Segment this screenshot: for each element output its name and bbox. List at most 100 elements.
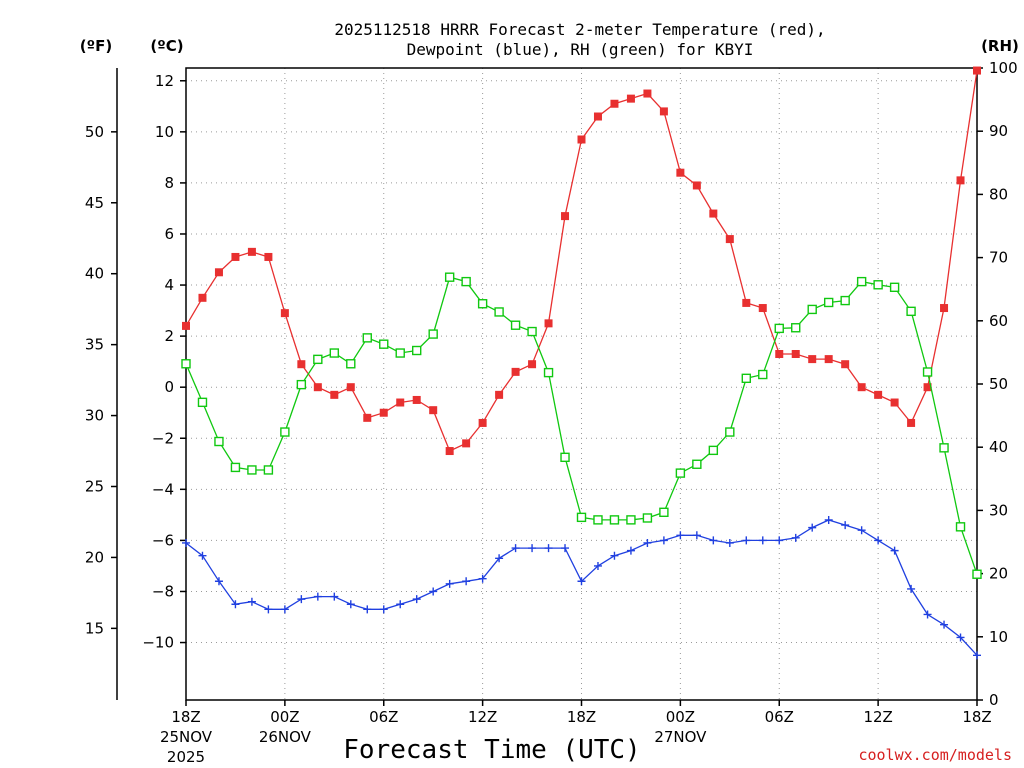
celsius-axis-ticks: 12 10 8 6 4 2 0 −2 −4 −6 −8 −10 bbox=[142, 72, 186, 652]
dewpoint-point bbox=[841, 521, 850, 530]
rh-point bbox=[247, 465, 257, 475]
time-tick-date: 27NOV bbox=[654, 728, 707, 746]
fahrenheit-tick-label: 50 bbox=[85, 123, 104, 141]
rh-point bbox=[329, 348, 340, 358]
dewpoint-point bbox=[231, 600, 240, 609]
rh-tick-label: 20 bbox=[989, 565, 1008, 583]
rh-tick-label: 50 bbox=[989, 375, 1008, 393]
dewpoint-point bbox=[857, 526, 866, 535]
2-meter-temperature-point bbox=[346, 383, 355, 392]
rh-point bbox=[494, 307, 504, 317]
time-tick-label: 00Z bbox=[666, 708, 695, 726]
2-meter-temperature-point bbox=[561, 212, 570, 221]
dewpoint-point bbox=[247, 597, 256, 606]
rh-point bbox=[939, 443, 949, 453]
rh-point bbox=[346, 359, 356, 369]
2-meter-temperature-point bbox=[231, 252, 240, 261]
fahrenheit-tick-label: 35 bbox=[85, 336, 104, 354]
rh-point bbox=[840, 295, 850, 306]
fahrenheit-axis-ticks: 50 45 40 35 30 25 20 15 bbox=[85, 123, 117, 637]
rh-point bbox=[741, 373, 751, 384]
rh-point bbox=[296, 379, 307, 390]
dewpoint-point bbox=[626, 546, 635, 555]
rh-point bbox=[477, 299, 488, 309]
celsius-tick-label: −2 bbox=[152, 429, 174, 447]
2-meter-temperature-point bbox=[659, 107, 668, 116]
fahrenheit-tick-label: 20 bbox=[85, 548, 104, 566]
2-meter-temperature-point bbox=[907, 418, 916, 427]
rh-tick-label: 80 bbox=[989, 185, 1008, 203]
time-tick-label: 18Z bbox=[171, 708, 200, 726]
rh-point bbox=[873, 280, 883, 290]
time-tick-label: 12Z bbox=[468, 708, 497, 726]
2-meter-temperature-point bbox=[626, 94, 635, 103]
dewpoint-point bbox=[956, 633, 965, 642]
2-meter-temperature-point bbox=[445, 447, 454, 456]
rh-tick-label: 10 bbox=[989, 628, 1008, 646]
dewpoint-point bbox=[940, 620, 949, 629]
2-meter-temperature-point bbox=[725, 235, 734, 244]
2-meter-temperature-point bbox=[758, 304, 767, 313]
2-meter-temperature-series bbox=[182, 66, 981, 456]
rh-point bbox=[889, 282, 900, 293]
dewpoint-point bbox=[874, 536, 883, 545]
dewpoint-point bbox=[198, 551, 207, 560]
rh-point bbox=[758, 369, 768, 380]
2-meter-temperature-point bbox=[462, 439, 471, 448]
time-tick-label: 00Z bbox=[270, 708, 299, 726]
rh-point bbox=[428, 329, 438, 339]
dewpoint-point bbox=[429, 587, 438, 596]
rh-point bbox=[593, 515, 603, 525]
dewpoint-point bbox=[890, 546, 899, 555]
rh-point bbox=[576, 512, 587, 523]
dewpoint-point bbox=[214, 577, 223, 586]
fahrenheit-unit-label: (ºF) bbox=[80, 37, 112, 55]
rh-point bbox=[708, 445, 719, 456]
dewpoint-point bbox=[528, 544, 537, 553]
2-meter-temperature-point bbox=[874, 390, 883, 399]
celsius-tick-label: −4 bbox=[152, 480, 174, 498]
celsius-tick-label: 4 bbox=[164, 276, 174, 294]
2-meter-temperature-point bbox=[429, 406, 438, 415]
dewpoint-point bbox=[742, 536, 751, 545]
2-meter-temperature-point bbox=[412, 395, 421, 404]
dewpoint-point bbox=[659, 536, 668, 545]
dewpoint-point bbox=[775, 536, 784, 545]
dewpoint-point bbox=[758, 536, 767, 545]
2-meter-temperature-point bbox=[363, 413, 372, 422]
time-tick-date: 26NOV bbox=[259, 728, 312, 746]
celsius-tick-label: 10 bbox=[155, 123, 174, 141]
time-tick-label: 18Z bbox=[962, 708, 991, 726]
dewpoint-point bbox=[791, 533, 800, 542]
dewpoint-point bbox=[264, 605, 273, 614]
2-meter-temperature-point bbox=[396, 398, 405, 407]
celsius-tick-label: −10 bbox=[142, 634, 174, 652]
rh-series bbox=[181, 272, 982, 579]
fahrenheit-tick-label: 45 bbox=[85, 194, 104, 212]
rh-point bbox=[412, 345, 422, 356]
rh-point bbox=[774, 323, 784, 334]
rh-point bbox=[906, 306, 916, 317]
time-axis-ticks: 18Z 25NOV 2025 00Z 26NOV 06Z 12Z 18Z 00Z 27NOV 06Z… bbox=[160, 700, 992, 766]
rh-tick-label: 90 bbox=[989, 122, 1008, 140]
rh-point bbox=[675, 468, 686, 478]
dewpoint-point bbox=[297, 595, 306, 604]
2-meter-temperature-point bbox=[692, 181, 701, 190]
celsius-tick-label: 6 bbox=[164, 225, 174, 243]
rh-point bbox=[214, 436, 224, 447]
2-meter-temperature-point bbox=[280, 309, 289, 318]
2-meter-temperature-point bbox=[495, 390, 504, 399]
rh-point bbox=[856, 276, 867, 287]
fahrenheit-tick-label: 25 bbox=[85, 477, 104, 495]
2-meter-temperature-point bbox=[610, 99, 619, 108]
2-meter-temperature-point bbox=[676, 168, 685, 177]
rh-point bbox=[543, 367, 554, 378]
2-meter-temperature-point bbox=[940, 304, 949, 313]
2-meter-temperature-point bbox=[643, 89, 652, 98]
fahrenheit-tick-label: 40 bbox=[85, 265, 104, 283]
rh-tick-label: 100 bbox=[989, 59, 1018, 77]
dewpoint-point bbox=[610, 551, 619, 560]
chart-title-line2: Dewpoint (blue), RH (green) for KBYI bbox=[407, 40, 754, 59]
rh-point bbox=[642, 513, 653, 523]
